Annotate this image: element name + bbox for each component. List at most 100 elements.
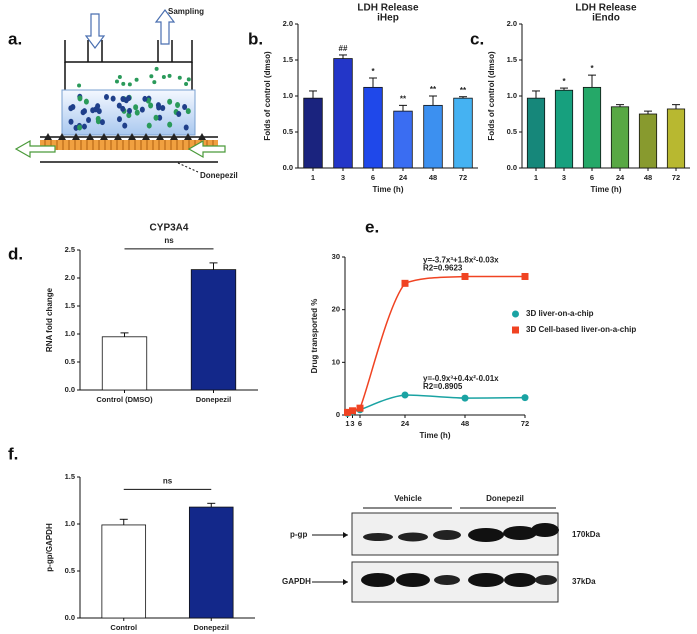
panel-label: f. xyxy=(8,444,18,463)
y-tick-label: 2.0 xyxy=(283,19,293,28)
bar xyxy=(333,58,353,169)
x-tick-label: 72 xyxy=(459,173,467,182)
y-tick-label: 0.0 xyxy=(507,163,517,172)
fit-curve xyxy=(347,394,526,415)
cell xyxy=(139,106,145,113)
y-axis-label: Folds of control (dmso) xyxy=(487,51,496,141)
legend-label: 3D liver-on-a-chip xyxy=(526,309,594,318)
bar xyxy=(101,524,147,619)
point xyxy=(461,394,469,402)
cell xyxy=(198,133,206,140)
legend-marker xyxy=(512,310,519,318)
bar xyxy=(582,86,602,169)
cell xyxy=(167,121,173,128)
y-axis-label: Folds of control (dmso) xyxy=(263,51,272,141)
cell xyxy=(77,95,83,102)
cell xyxy=(121,81,126,86)
bar xyxy=(526,97,546,169)
cell xyxy=(114,133,122,140)
device-diagram: Sampling Donepezil xyxy=(14,7,238,180)
cell xyxy=(95,103,101,110)
cell xyxy=(120,105,126,112)
legend-marker xyxy=(512,326,519,334)
chart-title: CYP3A4 xyxy=(150,223,189,234)
x-tick-label: 6 xyxy=(358,419,362,428)
y-tick-label: 1.0 xyxy=(507,91,517,100)
chart-title: LDH Release xyxy=(575,3,637,14)
blot-row: GAPDH xyxy=(282,577,311,586)
x-tick-label: 72 xyxy=(672,173,680,182)
blot-row: p-gp xyxy=(290,530,307,539)
significance-label: ns xyxy=(164,236,174,245)
cell xyxy=(77,124,83,131)
fit-curve xyxy=(347,275,526,414)
panel-label: c. xyxy=(470,29,484,48)
cell xyxy=(154,66,159,71)
point xyxy=(521,394,529,402)
x-tick-label: Control xyxy=(110,623,137,632)
y-tick-label: 0 xyxy=(336,410,340,419)
chart-subtitle: iEndo xyxy=(592,13,620,24)
y-tick-label: 1.5 xyxy=(507,55,517,64)
legend-label: 3D Cell-based liver-on-a-chip xyxy=(526,325,636,334)
x-tick-label: 72 xyxy=(521,419,529,428)
x-tick-label: 3 xyxy=(341,173,345,182)
x-tick-label: 1 xyxy=(345,419,349,428)
y-tick-label: 10 xyxy=(332,357,340,366)
x-axis-label: Time (h) xyxy=(420,431,451,440)
x-tick-label: 1 xyxy=(534,173,538,182)
y-tick-label: 20 xyxy=(332,305,340,314)
y-tick-label: 1.0 xyxy=(65,329,75,338)
y-tick-label: 2.0 xyxy=(65,273,75,282)
bar xyxy=(393,110,413,169)
y-axis-label: RNA fold change xyxy=(45,287,54,352)
y-tick-label: 2.5 xyxy=(65,245,75,254)
cell xyxy=(77,83,82,88)
panel-label: d. xyxy=(8,244,23,263)
cell xyxy=(117,74,122,79)
significance-mark: ** xyxy=(400,94,407,103)
panel-label: e. xyxy=(365,217,379,236)
significance-label: ns xyxy=(163,476,173,485)
cell xyxy=(142,133,150,140)
point xyxy=(344,408,351,416)
y-tick-label: 0.5 xyxy=(65,566,75,575)
cell xyxy=(116,102,122,109)
x-tick-label: Control (DMSO) xyxy=(96,395,153,404)
blot-size: 170kDa xyxy=(572,530,601,539)
cell xyxy=(146,122,152,129)
panel-label: a. xyxy=(8,29,22,48)
cell xyxy=(72,133,80,140)
significance-mark: * xyxy=(562,77,566,86)
cell xyxy=(184,81,189,86)
cell xyxy=(182,104,188,111)
significance-mark: ## xyxy=(339,44,348,53)
bar xyxy=(453,97,473,169)
cell xyxy=(127,82,132,87)
bar xyxy=(190,269,237,391)
x-tick-label: 1 xyxy=(311,173,315,182)
significance-mark: ** xyxy=(460,86,467,95)
panel-label: b. xyxy=(248,29,263,48)
blot-size: 37kDa xyxy=(572,577,596,586)
cell xyxy=(126,95,132,102)
y-axis-label: Drug transported % xyxy=(310,299,319,374)
cell xyxy=(103,94,109,101)
western-blot: Vehicle Donepezil p-gp GAPDH 170kDa 37kD… xyxy=(282,494,601,603)
cell xyxy=(95,118,101,125)
cell xyxy=(184,133,192,140)
cell xyxy=(99,119,105,126)
x-tick-label: 3 xyxy=(350,419,354,428)
cell xyxy=(177,75,182,80)
chart-subtitle: iHep xyxy=(377,13,399,24)
y-tick-label: 0.0 xyxy=(65,613,75,622)
cell xyxy=(83,98,89,105)
point xyxy=(356,404,364,412)
x-tick-label: 24 xyxy=(399,173,408,182)
bar xyxy=(610,106,630,169)
x-axis-label: Time (h) xyxy=(373,185,404,194)
bar xyxy=(101,336,148,391)
x-tick-label: 24 xyxy=(401,419,410,428)
x-tick-label: 3 xyxy=(562,173,566,182)
x-axis-label: Time (h) xyxy=(591,185,622,194)
